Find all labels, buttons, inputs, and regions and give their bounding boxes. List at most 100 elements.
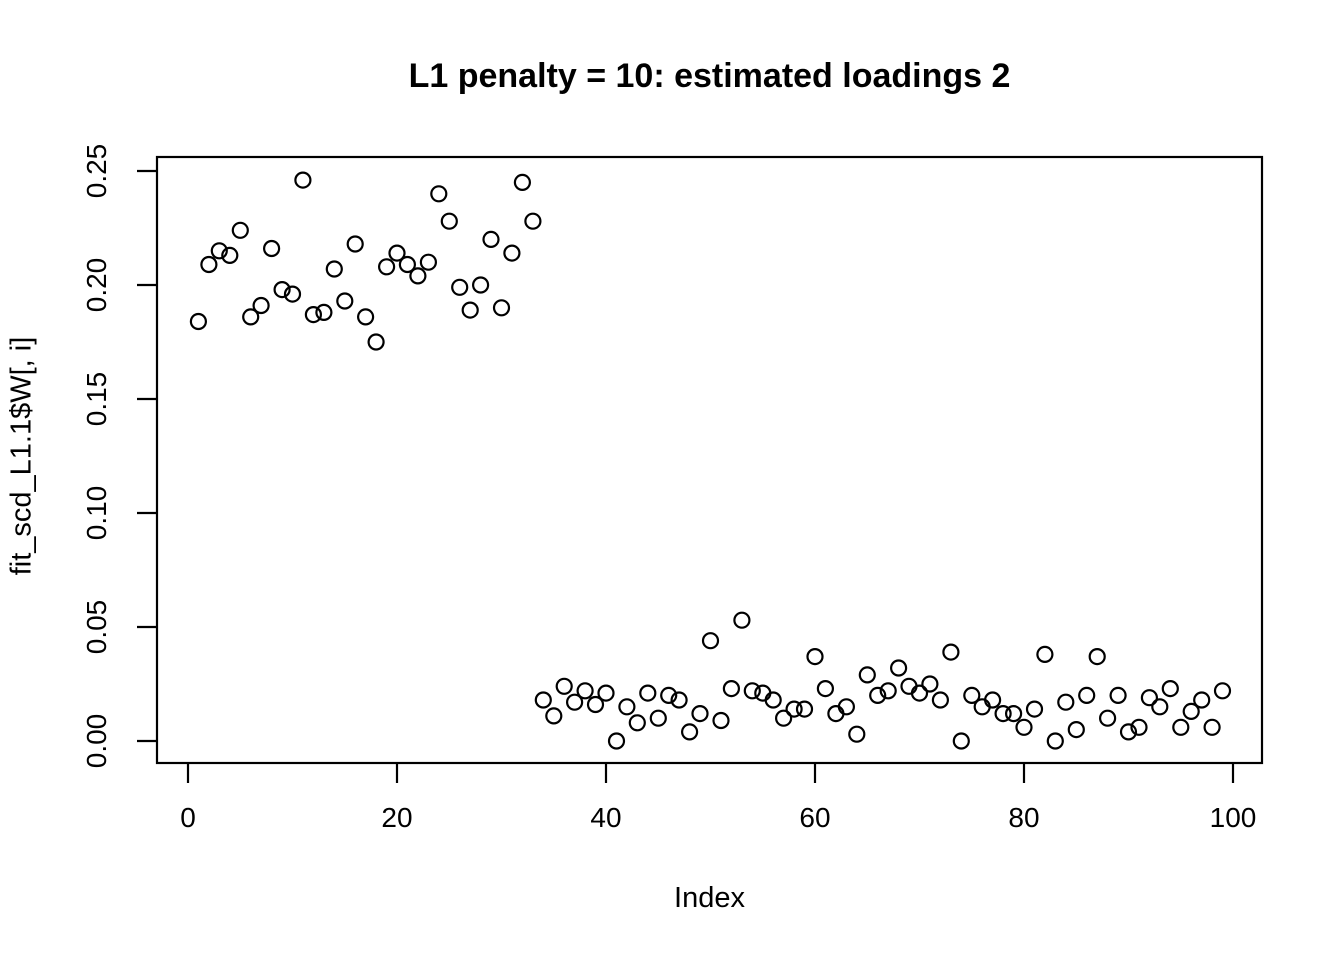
- data-point: [942, 643, 960, 661]
- data-point: [879, 682, 897, 700]
- data-point: [774, 709, 793, 727]
- data-point: [534, 691, 552, 709]
- data-point: [743, 682, 761, 700]
- data-point: [963, 686, 981, 705]
- data-point: [472, 276, 490, 294]
- data-point: [273, 281, 291, 299]
- data-point: [357, 308, 375, 326]
- data-point: [388, 244, 406, 262]
- x-tick-label: 60: [799, 802, 830, 833]
- data-point: [1025, 700, 1044, 718]
- data-point: [701, 632, 720, 650]
- data-point: [1172, 718, 1190, 736]
- data-point: [461, 301, 479, 319]
- data-point: [1151, 698, 1169, 716]
- data-point: [869, 686, 887, 705]
- data-point: [189, 312, 207, 331]
- data-point: [858, 666, 876, 684]
- data-point: [754, 684, 772, 702]
- data-point: [1130, 718, 1148, 736]
- data-point: [889, 659, 908, 677]
- data-point: [816, 679, 835, 698]
- data-point: [252, 296, 270, 315]
- x-tick-label: 80: [1008, 802, 1039, 833]
- data-point: [607, 732, 626, 750]
- data-point: [597, 684, 615, 702]
- data-point: [1213, 682, 1232, 700]
- data-point: [346, 235, 364, 253]
- x-tick-label: 0: [180, 802, 196, 833]
- data-point: [910, 684, 929, 702]
- data-point: [492, 299, 511, 317]
- data-point: [451, 278, 469, 296]
- data-point: [649, 709, 667, 727]
- data-point: [440, 212, 458, 230]
- data-point: [733, 611, 751, 629]
- data-point: [806, 647, 824, 666]
- data-point: [1119, 723, 1138, 741]
- data-point: [565, 693, 584, 711]
- data-point: [931, 691, 950, 709]
- data-point: [336, 292, 354, 310]
- data-point: [660, 686, 678, 705]
- chart-title: L1 penalty = 10: estimated loadings 2: [408, 57, 1011, 95]
- data-point: [1078, 686, 1096, 705]
- data-point: [430, 185, 448, 203]
- y-tick-label: 0.10: [81, 486, 112, 541]
- plot-box: [155, 155, 1264, 765]
- x-tick-label: 20: [381, 802, 412, 833]
- data-point: [628, 714, 646, 732]
- y-tick-label: 0.05: [81, 600, 112, 655]
- x-axis-label: Index: [674, 882, 745, 914]
- data-point: [639, 684, 657, 702]
- data-point: [409, 267, 427, 285]
- data-point: [586, 695, 605, 714]
- data-point: [712, 711, 730, 730]
- data-point: [1109, 686, 1127, 705]
- data-point: [618, 698, 636, 716]
- data-point: [1057, 693, 1075, 711]
- y-tick-label: 0.15: [81, 372, 112, 427]
- data-point: [764, 691, 782, 709]
- data-point: [545, 707, 563, 725]
- data-point: [263, 239, 281, 258]
- data-point: [785, 700, 803, 718]
- data-point: [994, 704, 1012, 723]
- data-point: [795, 700, 814, 718]
- data-point: [524, 212, 542, 230]
- data-point: [482, 230, 500, 248]
- data-point: [1203, 718, 1221, 736]
- data-point: [1067, 720, 1085, 739]
- data-point: [1161, 679, 1179, 698]
- data-point: [398, 255, 416, 274]
- data-point: [419, 253, 437, 271]
- data-point: [1098, 709, 1117, 727]
- data-point: [921, 675, 939, 693]
- data-point: [1182, 702, 1200, 721]
- data-point: [983, 691, 1002, 709]
- data-point: [304, 306, 322, 324]
- x-tick-label: 100: [1210, 802, 1257, 833]
- data-point: [722, 679, 741, 698]
- data-point: [503, 244, 521, 262]
- data-point: [555, 677, 573, 695]
- data-point: [1015, 718, 1033, 736]
- x-tick-label: 40: [590, 802, 621, 833]
- data-point: [1046, 732, 1064, 750]
- data-point: [378, 258, 396, 276]
- data-point: [513, 173, 532, 191]
- data-point: [691, 704, 709, 723]
- data-point: [367, 333, 385, 351]
- data-point: [576, 682, 594, 700]
- data-point: [670, 691, 688, 709]
- data-point: [1193, 691, 1211, 709]
- data-point: [200, 255, 218, 274]
- data-point: [952, 732, 970, 750]
- data-point: [1140, 689, 1159, 707]
- y-tick-label: 0.25: [81, 144, 112, 199]
- data-point: [221, 246, 239, 264]
- data-point: [283, 285, 302, 303]
- data-point: [1004, 704, 1023, 723]
